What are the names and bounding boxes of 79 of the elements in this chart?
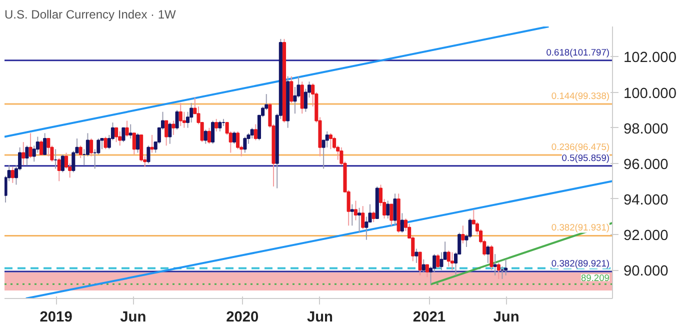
candlestick xyxy=(325,130,329,148)
candlestick xyxy=(364,216,368,240)
candlestick xyxy=(243,136,247,154)
y-tick-label: 96.000 xyxy=(624,156,668,173)
y-tick-label: 102.000 xyxy=(624,50,676,66)
candlestick xyxy=(146,145,150,164)
candlestick xyxy=(354,200,358,221)
ref-line-label: 0.618(101.797) xyxy=(546,47,610,58)
candlestick xyxy=(204,129,208,144)
x-tick-label: Jun xyxy=(120,310,146,326)
candlestick xyxy=(504,258,508,276)
candlestick xyxy=(400,212,404,234)
candlestick xyxy=(28,132,32,159)
candlestick xyxy=(440,252,444,271)
candlestick xyxy=(214,118,218,132)
candlestick xyxy=(490,244,494,271)
candlestick xyxy=(436,254,440,269)
candlestick xyxy=(393,193,397,226)
candlestick xyxy=(25,145,29,166)
ref-line-label: 89.209 xyxy=(580,273,610,284)
candlestick xyxy=(372,210,376,223)
candlestick xyxy=(350,204,354,226)
x-tick-label: 2021 xyxy=(412,310,446,326)
candlestick xyxy=(290,76,294,104)
candlestick xyxy=(132,132,136,155)
candlestick xyxy=(386,200,390,219)
candlestick xyxy=(358,207,362,234)
candlestick xyxy=(118,130,122,146)
ref-line-label: 0.382(91.931) xyxy=(551,222,610,233)
y-tick-label: 100.000 xyxy=(624,86,676,102)
candlestick xyxy=(43,132,47,155)
y-tick-label: 98.000 xyxy=(624,121,668,138)
candlestick xyxy=(300,81,304,114)
x-tick-label: Jun xyxy=(493,310,520,326)
candlestick xyxy=(125,120,129,138)
candlestick xyxy=(175,110,179,130)
candlestick xyxy=(390,204,394,226)
candlestick xyxy=(446,250,450,267)
candlestick xyxy=(493,254,497,276)
candlestick xyxy=(461,225,465,244)
y-tick-label: 94.000 xyxy=(624,192,668,208)
candlestick xyxy=(168,122,172,144)
candlestick xyxy=(122,127,126,143)
candlestick xyxy=(414,248,418,264)
candlestick xyxy=(450,252,454,271)
x-tick-label: 2020 xyxy=(226,310,259,326)
candlestick xyxy=(39,140,44,155)
candlestick xyxy=(207,127,211,144)
candlestick xyxy=(361,206,365,230)
x-tick-label: 2019 xyxy=(40,310,72,326)
candlestick xyxy=(211,120,215,144)
candlestick xyxy=(22,142,26,166)
candlestick xyxy=(114,127,118,143)
candlestick xyxy=(328,132,332,150)
x-tick-label: Jun xyxy=(306,310,334,326)
candlestick xyxy=(90,138,94,157)
candlestick xyxy=(57,158,61,182)
candlestick xyxy=(164,120,168,146)
candlestick xyxy=(60,154,64,173)
candlestick xyxy=(78,145,82,159)
candlestick xyxy=(254,124,258,141)
ref-line-label: 0.5(95.859) xyxy=(562,152,610,163)
ref-line-label: 0.382(89.921) xyxy=(551,258,610,268)
candlestick xyxy=(172,120,176,136)
candlestick xyxy=(218,120,222,132)
candlestick xyxy=(486,244,490,264)
y-tick-label: 92.000 xyxy=(624,228,668,244)
candlestick xyxy=(178,102,182,127)
candlestick xyxy=(232,130,236,144)
ref-line-label: 0.144(99.338) xyxy=(551,91,610,102)
chart-title: U.S. Dollar Currency Index · 1W xyxy=(4,8,177,22)
candlestick xyxy=(10,166,14,184)
candlestick xyxy=(422,258,426,272)
candlestick xyxy=(128,124,132,139)
candlestick xyxy=(136,132,140,154)
y-tick-label: 90.000 xyxy=(624,264,668,280)
candlestick xyxy=(150,134,154,154)
ref-line-label: 0.236(96.475) xyxy=(551,142,610,152)
candlestick xyxy=(104,136,108,150)
